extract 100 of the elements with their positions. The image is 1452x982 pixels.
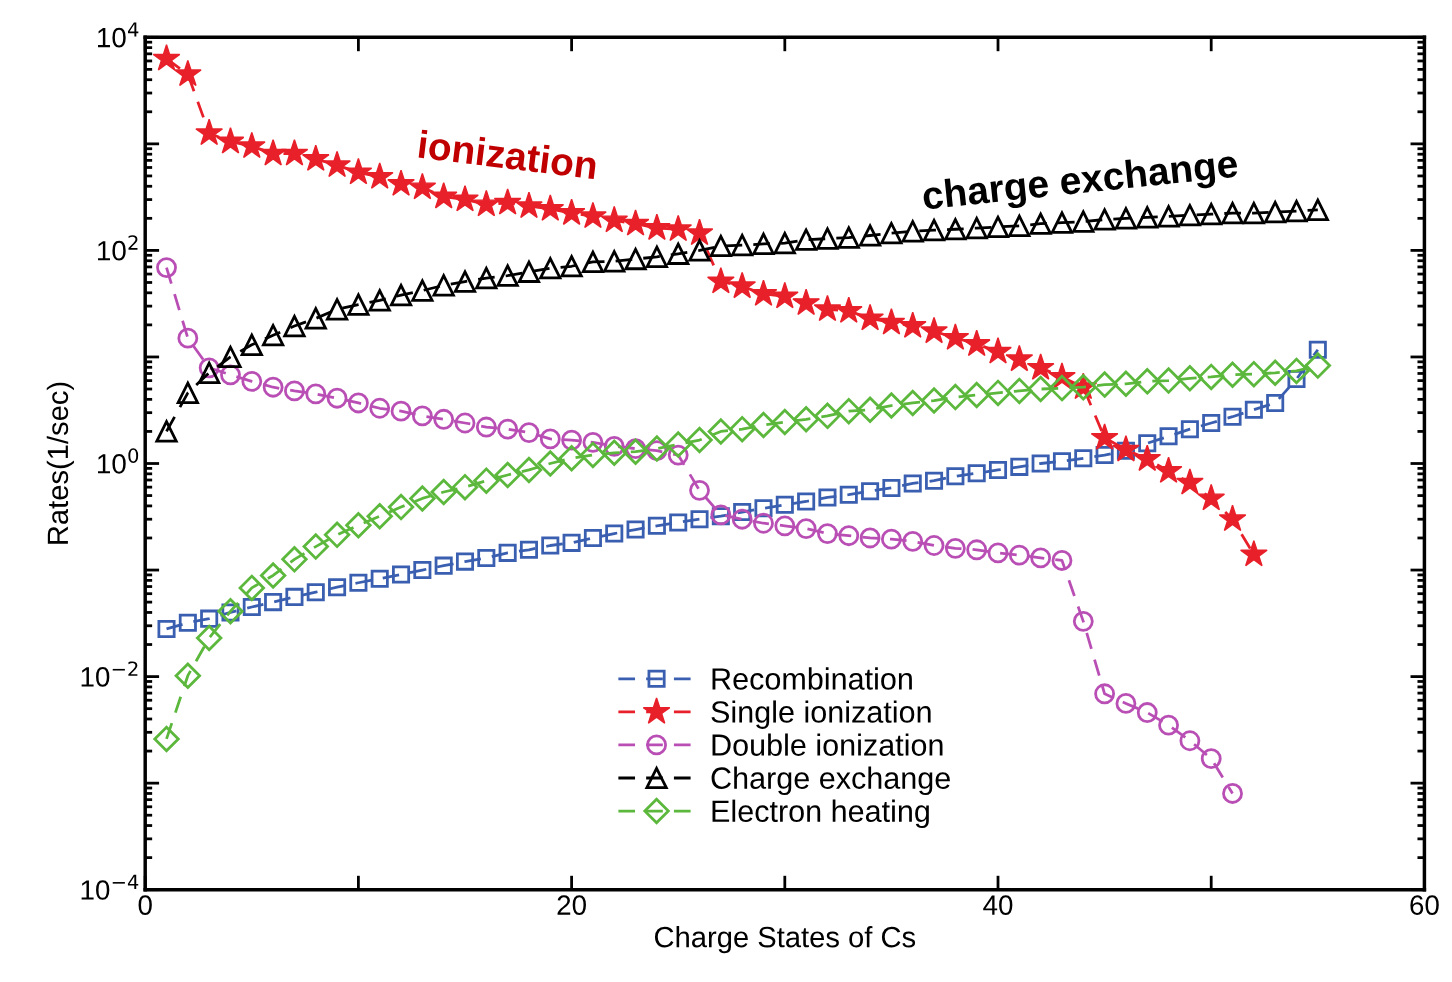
point: [601, 439, 628, 466]
point: [562, 533, 581, 552]
point: [413, 561, 432, 580]
point: [1176, 365, 1204, 392]
point: [173, 59, 202, 87]
point: [344, 157, 373, 185]
point: [984, 379, 1012, 407]
point: [988, 460, 1008, 479]
point: [1030, 547, 1052, 569]
point: [557, 198, 586, 226]
point: [281, 546, 308, 573]
point: [706, 266, 735, 294]
x-tick-label: 0: [138, 895, 152, 915]
point: [1239, 539, 1268, 567]
point: [728, 271, 757, 299]
point: [347, 392, 369, 414]
point: [302, 533, 329, 560]
x-tick-label: 40: [983, 895, 1013, 915]
point: [323, 521, 351, 549]
point: [280, 139, 309, 166]
point: [923, 535, 945, 556]
point: [1219, 361, 1246, 388]
point: [1304, 352, 1331, 379]
point: [451, 184, 479, 212]
legend-label: Double ionization: [712, 733, 943, 756]
point: [157, 619, 176, 638]
point: [539, 257, 562, 280]
point: [429, 182, 458, 209]
x-axis-title: Charge States of Cs: [654, 926, 916, 954]
point: [1114, 207, 1138, 230]
point: [901, 220, 924, 243]
point: [365, 162, 394, 189]
point: [946, 467, 965, 486]
point: [1218, 504, 1247, 532]
point: [645, 245, 668, 268]
point: [1197, 483, 1226, 511]
point: [752, 232, 775, 256]
point: [581, 250, 605, 274]
point: [497, 418, 519, 440]
point: [877, 308, 906, 335]
point: [242, 597, 261, 617]
point: [817, 523, 838, 544]
point: [1283, 357, 1310, 385]
point: [368, 289, 391, 312]
point: [219, 345, 242, 369]
point: [1180, 420, 1199, 439]
point: [1240, 360, 1268, 388]
point: [839, 485, 858, 504]
point: [390, 400, 412, 422]
point: [880, 528, 902, 550]
point: [600, 205, 629, 233]
point: [944, 218, 967, 241]
point: [750, 411, 777, 439]
point: [797, 492, 816, 511]
point: [432, 274, 455, 297]
point: [903, 474, 922, 493]
point: [195, 624, 223, 652]
point: [496, 264, 519, 287]
point: [856, 396, 884, 423]
point: [1050, 211, 1074, 234]
point: [728, 416, 756, 443]
point: [899, 389, 926, 417]
point: [902, 530, 924, 552]
point: [579, 441, 607, 469]
point: [216, 127, 245, 154]
point: [1285, 199, 1308, 223]
point: [1244, 400, 1263, 419]
point: [433, 408, 455, 430]
point: [792, 288, 821, 316]
point: [942, 383, 969, 411]
point: [920, 316, 948, 344]
point: [643, 435, 671, 462]
point: [1091, 371, 1118, 398]
point: [195, 118, 224, 146]
point: [536, 194, 565, 221]
point: [1202, 413, 1221, 433]
point: [453, 270, 477, 293]
point: [217, 598, 244, 625]
point: [306, 583, 325, 602]
point: [475, 416, 497, 438]
point: [1094, 683, 1116, 705]
point: [176, 381, 199, 404]
point: [944, 537, 966, 559]
point: [475, 266, 498, 290]
point: [1157, 205, 1180, 228]
x-tick-label: 60: [1410, 895, 1439, 915]
y-tick-label: 10$^{−2}$: [81, 661, 138, 687]
y-tick-label: 10$^{0}$: [98, 448, 139, 474]
point: [1159, 427, 1178, 446]
point: [1264, 200, 1287, 224]
point: [326, 387, 348, 409]
point: [345, 512, 372, 539]
point: [583, 528, 602, 548]
point: [434, 556, 453, 575]
point: [494, 461, 521, 489]
point: [709, 234, 732, 258]
point: [455, 552, 475, 571]
point: [1031, 454, 1050, 473]
legend-label: Electron heating: [712, 799, 929, 829]
point: [731, 508, 753, 530]
